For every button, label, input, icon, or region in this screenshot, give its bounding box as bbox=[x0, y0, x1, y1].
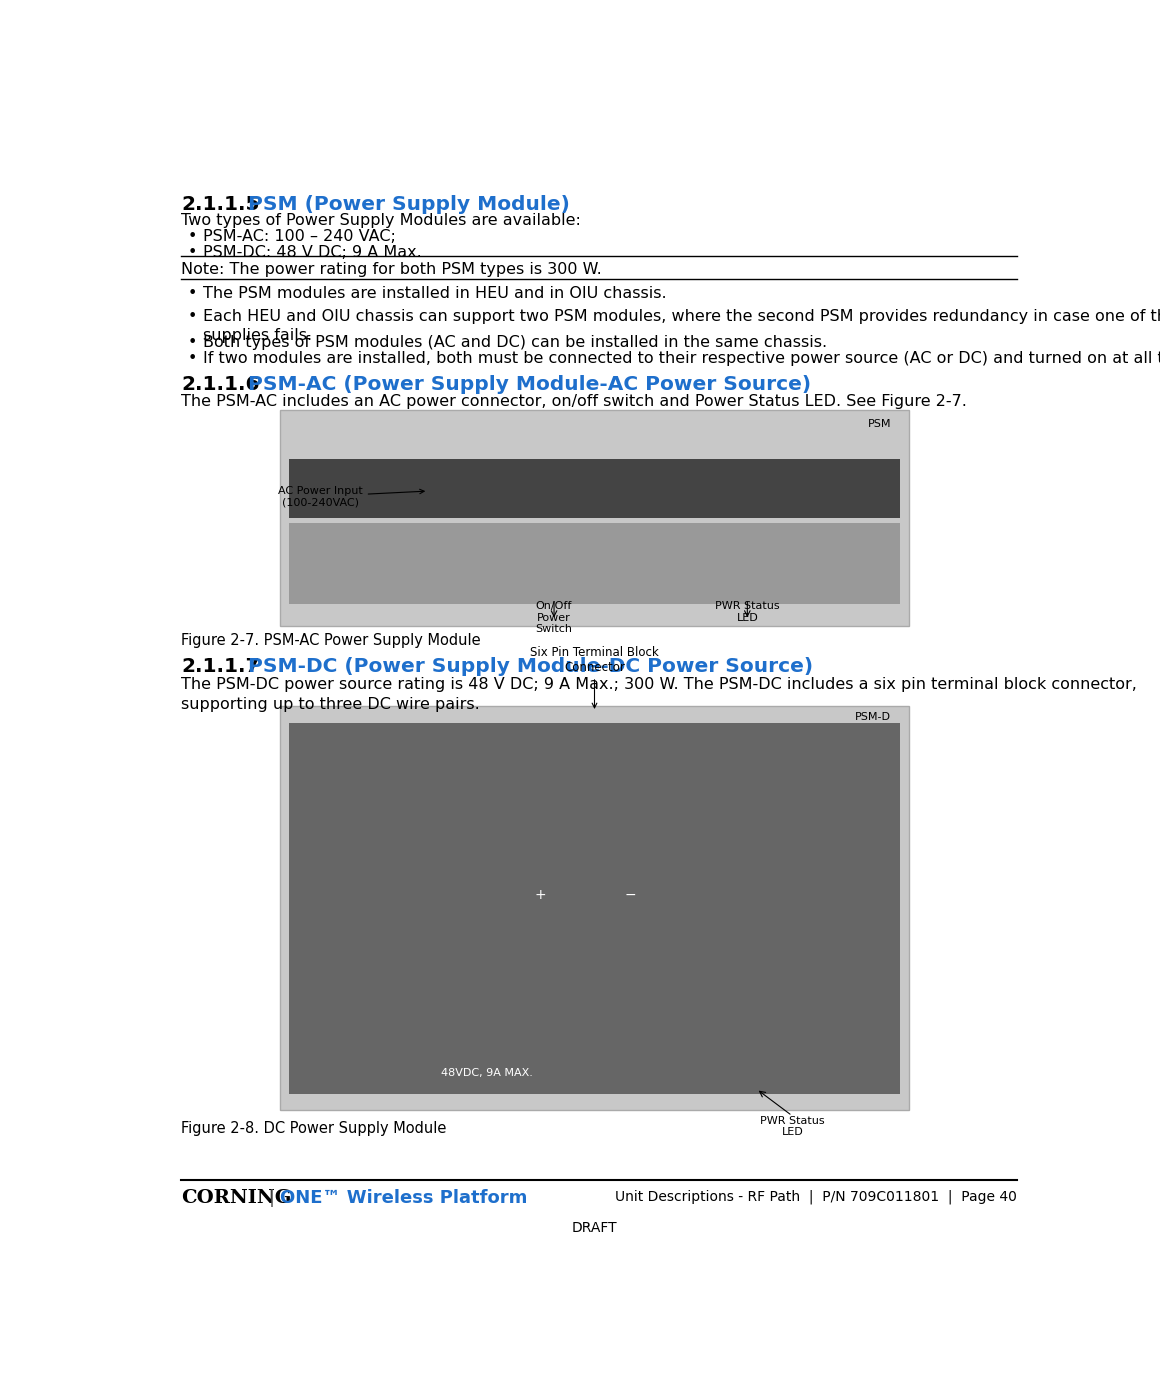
Text: ONE™ Wireless Platform: ONE™ Wireless Platform bbox=[280, 1189, 528, 1207]
Text: PSM-AC (Power Supply Module-AC Power Source): PSM-AC (Power Supply Module-AC Power Sou… bbox=[248, 375, 812, 393]
Text: PSM: PSM bbox=[868, 418, 891, 429]
Text: Six Pin Terminal Block
Connector: Six Pin Terminal Block Connector bbox=[530, 646, 659, 708]
Text: Two types of Power Supply Modules are available:: Two types of Power Supply Modules are av… bbox=[181, 213, 581, 228]
Text: •: • bbox=[187, 309, 197, 325]
Text: Each HEU and OIU chassis can support two PSM modules, where the second PSM provi: Each HEU and OIU chassis can support two… bbox=[203, 309, 1160, 325]
Text: Figure 2-7. PSM-AC Power Supply Module: Figure 2-7. PSM-AC Power Supply Module bbox=[181, 634, 480, 648]
Text: •: • bbox=[187, 245, 197, 260]
Text: The PSM-DC power source rating is 48 V DC; 9 A Max.; 300 W. The PSM-DC includes : The PSM-DC power source rating is 48 V D… bbox=[181, 677, 1137, 693]
Text: 2.1.1.5: 2.1.1.5 bbox=[181, 194, 260, 214]
Text: •: • bbox=[187, 351, 197, 367]
Text: CORNING: CORNING bbox=[181, 1189, 291, 1207]
Text: The PSM-AC includes an AC power connector, on/off switch and Power Status LED. S: The PSM-AC includes an AC power connecto… bbox=[181, 395, 966, 409]
Text: The PSM modules are installed in HEU and in OIU chassis.: The PSM modules are installed in HEU and… bbox=[203, 287, 667, 301]
Text: •: • bbox=[187, 334, 197, 350]
Text: 48VDC, 9A MAX.: 48VDC, 9A MAX. bbox=[441, 1069, 532, 1079]
Text: PSM-AC: 100 – 240 VAC;: PSM-AC: 100 – 240 VAC; bbox=[203, 229, 397, 245]
Text: •: • bbox=[187, 287, 197, 301]
Text: AC Power Input
(100-240VAC): AC Power Input (100-240VAC) bbox=[278, 485, 425, 508]
Text: If two modules are installed, both must be connected to their respective power s: If two modules are installed, both must … bbox=[203, 351, 1160, 367]
Text: Note: The power rating for both PSM types is 300 W.: Note: The power rating for both PSM type… bbox=[181, 262, 602, 277]
Text: 2.1.1.7: 2.1.1.7 bbox=[181, 658, 260, 676]
Text: PSM-DC (Power Supply Module-DC Power Source): PSM-DC (Power Supply Module-DC Power Sou… bbox=[248, 658, 813, 676]
Text: On/Off
Power
Switch: On/Off Power Switch bbox=[536, 602, 573, 634]
Text: •: • bbox=[187, 229, 197, 245]
Text: Both types of PSM modules (AC and DC) can be installed in the same chassis.: Both types of PSM modules (AC and DC) ca… bbox=[203, 334, 827, 350]
Text: −: − bbox=[624, 888, 637, 902]
Text: DRAFT: DRAFT bbox=[572, 1221, 617, 1235]
FancyBboxPatch shape bbox=[280, 410, 909, 625]
Text: PWR Status
LED: PWR Status LED bbox=[715, 602, 780, 623]
Text: PSM-DC: 48 V DC; 9 A Max.: PSM-DC: 48 V DC; 9 A Max. bbox=[203, 245, 422, 260]
Text: |: | bbox=[269, 1189, 275, 1207]
FancyBboxPatch shape bbox=[289, 459, 900, 518]
Text: supplies fails.: supplies fails. bbox=[203, 329, 312, 343]
FancyBboxPatch shape bbox=[289, 723, 900, 1094]
Text: +: + bbox=[535, 888, 546, 902]
Text: 2.1.1.6: 2.1.1.6 bbox=[181, 375, 260, 393]
Text: Unit Descriptions - RF Path  |  P/N 709C011801  |  Page 40: Unit Descriptions - RF Path | P/N 709C01… bbox=[615, 1189, 1017, 1203]
Text: supporting up to three DC wire pairs.: supporting up to three DC wire pairs. bbox=[181, 697, 480, 712]
Text: Figure 2-8. DC Power Supply Module: Figure 2-8. DC Power Supply Module bbox=[181, 1121, 447, 1136]
Text: PSM-D: PSM-D bbox=[855, 712, 891, 722]
Text: PWR Status
LED: PWR Status LED bbox=[760, 1116, 825, 1137]
FancyBboxPatch shape bbox=[280, 706, 909, 1111]
FancyBboxPatch shape bbox=[289, 523, 900, 604]
Text: PSM (Power Supply Module): PSM (Power Supply Module) bbox=[248, 194, 571, 214]
